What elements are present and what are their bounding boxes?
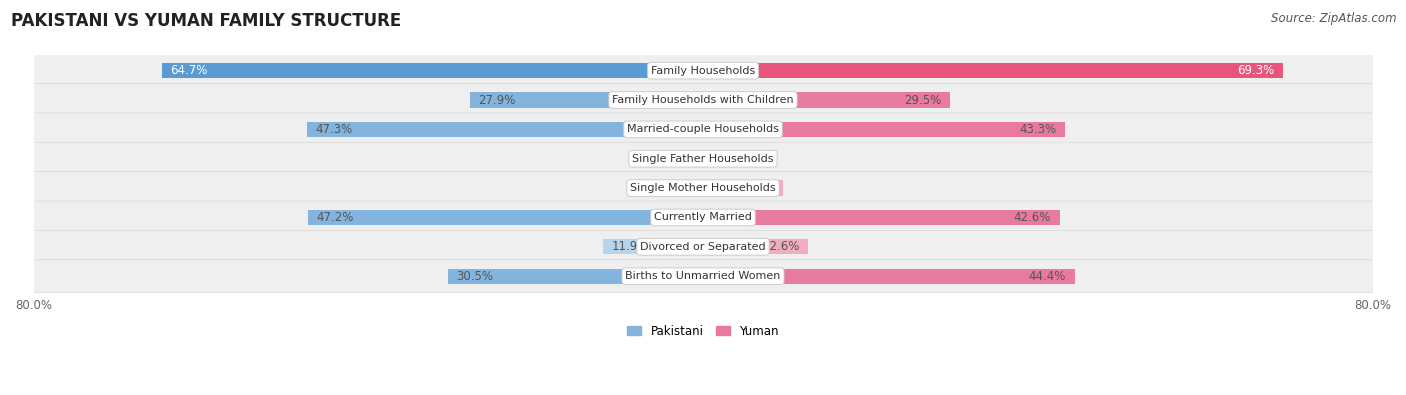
Text: 30.5%: 30.5% (456, 270, 494, 283)
Bar (447, 269, 703, 284)
Bar (703, 181, 783, 196)
Text: Divorced or Separated: Divorced or Separated (640, 242, 766, 252)
FancyBboxPatch shape (32, 201, 1374, 234)
FancyBboxPatch shape (32, 54, 1374, 87)
Bar (307, 122, 703, 137)
Text: Source: ZipAtlas.com: Source: ZipAtlas.com (1271, 12, 1396, 25)
Text: Family Households: Family Households (651, 66, 755, 76)
Bar (703, 151, 731, 166)
Bar (703, 122, 1066, 137)
Text: Single Father Households: Single Father Households (633, 154, 773, 164)
Text: Family Households with Children: Family Households with Children (612, 95, 794, 105)
Text: 27.9%: 27.9% (478, 94, 515, 107)
FancyBboxPatch shape (32, 260, 1374, 293)
Text: Births to Unmarried Women: Births to Unmarried Women (626, 271, 780, 281)
FancyBboxPatch shape (32, 142, 1374, 175)
Text: Single Mother Households: Single Mother Households (630, 183, 776, 193)
FancyBboxPatch shape (32, 113, 1374, 146)
Bar (703, 239, 808, 254)
Bar (652, 181, 703, 196)
Text: Currently Married: Currently Married (654, 213, 752, 222)
Text: 42.6%: 42.6% (1014, 211, 1052, 224)
Text: 12.6%: 12.6% (762, 240, 800, 253)
Text: 29.5%: 29.5% (904, 94, 942, 107)
Bar (603, 239, 703, 254)
Bar (703, 269, 1074, 284)
Text: 2.3%: 2.3% (692, 152, 721, 165)
FancyBboxPatch shape (32, 84, 1374, 117)
Bar (703, 210, 1060, 225)
Bar (162, 63, 703, 78)
Text: 6.1%: 6.1% (661, 182, 690, 195)
Bar (470, 92, 703, 108)
Text: 47.2%: 47.2% (316, 211, 354, 224)
Text: 3.3%: 3.3% (693, 152, 723, 165)
Text: PAKISTANI VS YUMAN FAMILY STRUCTURE: PAKISTANI VS YUMAN FAMILY STRUCTURE (11, 12, 402, 30)
FancyBboxPatch shape (32, 230, 1374, 263)
Legend: Pakistani, Yuman: Pakistani, Yuman (623, 320, 783, 342)
Text: 44.4%: 44.4% (1029, 270, 1066, 283)
Bar (703, 63, 1282, 78)
Text: 11.9%: 11.9% (612, 240, 650, 253)
Text: 47.3%: 47.3% (315, 123, 353, 136)
Bar (308, 210, 703, 225)
Text: Married-couple Households: Married-couple Households (627, 124, 779, 134)
Text: 9.6%: 9.6% (745, 182, 775, 195)
Text: 69.3%: 69.3% (1237, 64, 1275, 77)
Text: 43.3%: 43.3% (1019, 123, 1057, 136)
Bar (703, 92, 950, 108)
Bar (683, 151, 703, 166)
Text: 64.7%: 64.7% (170, 64, 207, 77)
FancyBboxPatch shape (32, 172, 1374, 205)
